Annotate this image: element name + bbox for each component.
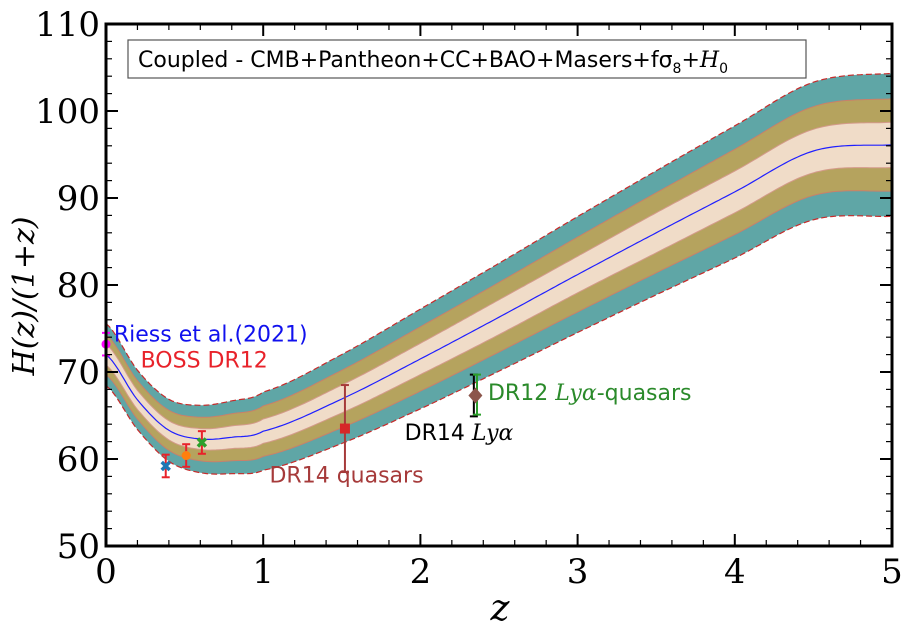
annotation-label: DR12 Lyα-quasars bbox=[488, 381, 692, 406]
data-point bbox=[339, 384, 350, 474]
x-tick-label: 2 bbox=[410, 552, 432, 592]
best-fit-curve bbox=[106, 144, 892, 440]
data-points bbox=[101, 331, 483, 479]
y-tick-label: 70 bbox=[57, 353, 100, 393]
annotation-label: Riess et al.(2021) bbox=[114, 323, 308, 348]
annotation-label: BOSS DR12 bbox=[141, 349, 268, 374]
y-tick-label: 60 bbox=[57, 440, 100, 480]
x-axis-title: z bbox=[490, 588, 511, 629]
y-tick-label: 100 bbox=[35, 92, 100, 132]
mean-line bbox=[106, 144, 892, 440]
data-point bbox=[468, 387, 483, 404]
x-tick-label: 0 bbox=[95, 552, 117, 592]
marker-x bbox=[196, 437, 208, 448]
x-tick-label: 4 bbox=[724, 552, 746, 592]
annotation-label: DR14 Lyα bbox=[405, 421, 514, 446]
marker-x bbox=[160, 460, 171, 472]
legend-sub2: 0 bbox=[719, 61, 728, 77]
x-tick-label: 5 bbox=[881, 552, 903, 592]
x-tick-label: 1 bbox=[252, 552, 274, 592]
y-axis-title: H(z)/(1+z) bbox=[7, 217, 42, 377]
data-point bbox=[160, 453, 171, 479]
data-point bbox=[181, 443, 191, 468]
y-tick-label: 110 bbox=[35, 5, 100, 45]
y-tick-label: 50 bbox=[57, 527, 100, 567]
data-point bbox=[196, 430, 208, 455]
legend-box: Coupled - CMB+Pantheon+CC+BAO+Masers+fσ8… bbox=[127, 39, 807, 79]
y-tick-label: 90 bbox=[57, 179, 100, 219]
annotations: Riess et al.(2021)BOSS DR12 DR14 quasars D… bbox=[114, 323, 692, 489]
confidence-bands bbox=[106, 72, 892, 475]
x-tick-label: 3 bbox=[567, 552, 589, 592]
marker-circle bbox=[181, 451, 191, 461]
legend-sub: 8 bbox=[673, 61, 682, 77]
band-1sigma bbox=[106, 121, 892, 451]
annotation-label: DR14 quasars bbox=[269, 463, 423, 488]
marker-diamond bbox=[468, 387, 483, 404]
legend-plus: +H bbox=[681, 48, 719, 73]
svg-text:Coupled - CMB+Pantheon+CC+BAO+: Coupled - CMB+Pantheon+CC+BAO+Masers+fσ8… bbox=[138, 48, 728, 77]
y-tick-label: 80 bbox=[57, 266, 100, 306]
marker-square bbox=[339, 423, 350, 434]
band-2sigma bbox=[106, 98, 892, 463]
legend-label: Coupled - CMB+Pantheon+CC+BAO+Masers+fσ bbox=[138, 48, 673, 73]
